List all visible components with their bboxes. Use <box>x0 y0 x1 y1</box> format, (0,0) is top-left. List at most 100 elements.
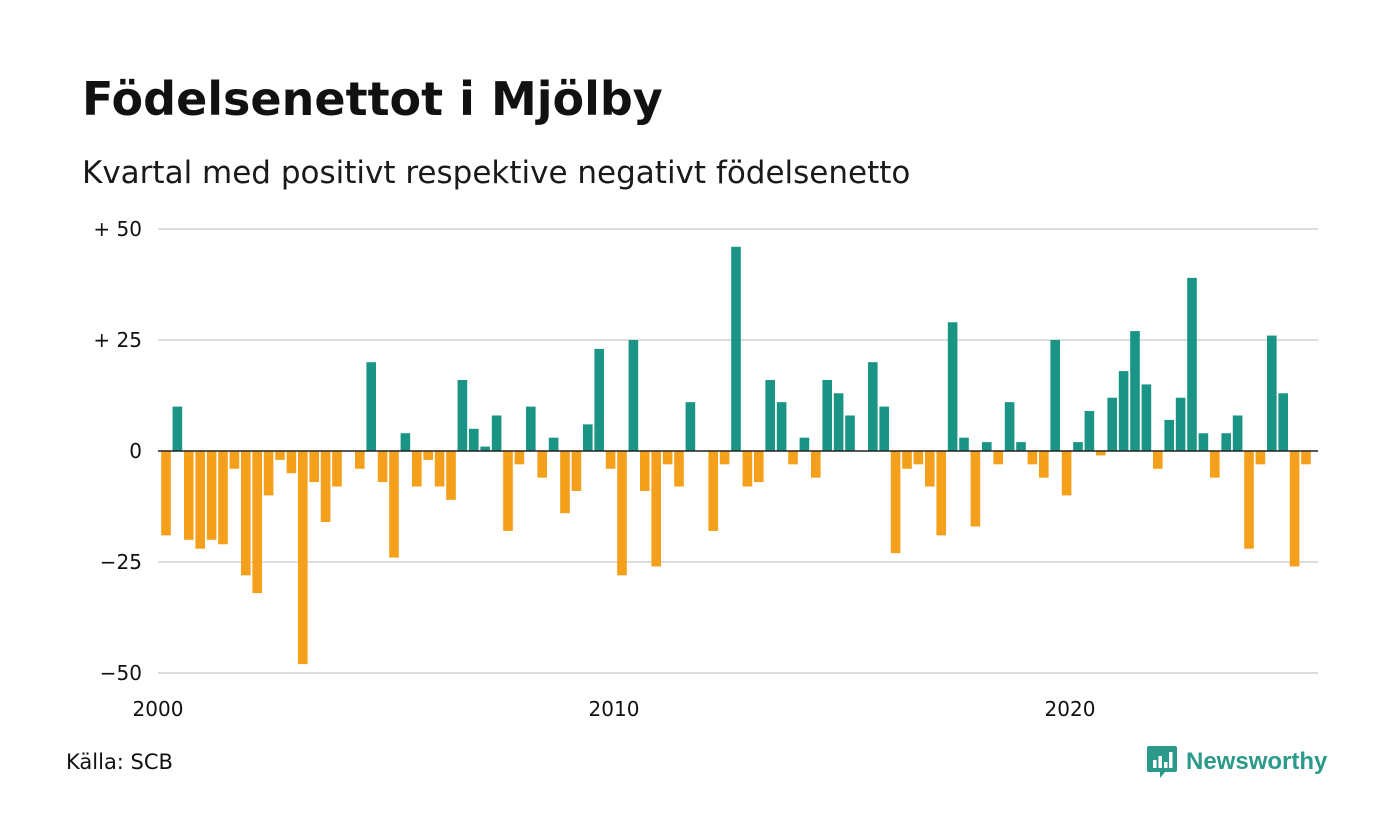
y-tick-label: + 25 <box>93 328 142 352</box>
y-tick-label: + 50 <box>93 217 142 241</box>
bar-negative <box>286 451 297 474</box>
bar-positive <box>1164 419 1174 451</box>
bar-negative <box>434 451 445 487</box>
axes: + 50 + 25 0 −25 −50 2000 2010 2020 <box>93 217 1318 721</box>
bar-negative <box>1289 451 1300 567</box>
bar-positive <box>366 362 376 451</box>
bar-negative <box>161 451 171 536</box>
bar-positive <box>548 437 559 451</box>
x-tick-label: 2000 <box>133 697 184 721</box>
bar-negative <box>1027 451 1038 465</box>
bar-negative <box>1039 451 1049 478</box>
bar-negative <box>1301 451 1311 465</box>
bar-positive <box>685 402 696 451</box>
bar-positive <box>845 415 855 451</box>
bar-positive <box>583 424 593 451</box>
bar-negative <box>617 451 627 576</box>
bar-negative <box>1244 451 1254 549</box>
bar-positive <box>1141 384 1152 451</box>
bar-positive <box>959 437 969 451</box>
bar-positive <box>731 246 741 451</box>
bar-negative <box>674 451 684 487</box>
bar-negative <box>184 451 194 540</box>
bar-positive <box>491 415 502 451</box>
bar-negative <box>218 451 228 545</box>
bar-negative <box>993 451 1003 465</box>
x-tick-label: 2020 <box>1045 697 1096 721</box>
bar-negative <box>1153 451 1163 469</box>
bar-positive <box>947 322 958 451</box>
bar-positive <box>1278 393 1288 451</box>
bar-negative <box>742 451 753 487</box>
bar-negative <box>275 451 285 460</box>
bar-negative <box>298 451 308 665</box>
bar-negative <box>514 451 525 465</box>
brand-name: Newsworthy <box>1186 748 1328 775</box>
bar-negative <box>1210 451 1220 478</box>
bar-negative <box>913 451 924 465</box>
bar-negative <box>355 451 365 469</box>
y-tick-label: −50 <box>100 661 142 685</box>
bar-negative <box>229 451 240 469</box>
bar-negative <box>1096 451 1106 456</box>
bar-positive <box>833 393 844 451</box>
bar-positive <box>172 406 183 451</box>
bar-negative <box>423 451 433 460</box>
bar-negative <box>309 451 319 483</box>
bar-positive <box>526 406 536 451</box>
chart-title: Födelsenettot i Mjölby <box>82 72 663 126</box>
source-note: Källa: SCB <box>66 750 173 774</box>
x-tick-label: 2010 <box>589 697 640 721</box>
bar-positive <box>469 428 479 451</box>
bar-negative <box>389 451 399 558</box>
bar-negative <box>708 451 718 531</box>
bar-negative <box>241 451 251 576</box>
bar-negative <box>811 451 821 478</box>
bar-negative <box>320 451 331 523</box>
bar-positive <box>1267 335 1277 451</box>
bar-positive <box>1016 442 1026 451</box>
bar-negative <box>206 451 217 540</box>
bar-negative <box>332 451 342 487</box>
bar-negative <box>902 451 912 469</box>
bar-positive <box>1130 331 1140 451</box>
bar-positive <box>1004 402 1015 451</box>
bar-positive <box>1232 415 1243 451</box>
bar-positive <box>480 446 490 451</box>
bar-positive <box>1084 411 1095 451</box>
bars <box>161 246 1311 665</box>
bar-positive <box>594 348 604 451</box>
bar-negative <box>605 451 616 469</box>
bar-negative <box>195 451 205 549</box>
bar-positive <box>628 340 639 451</box>
bar-negative <box>970 451 981 527</box>
bar-positive <box>1050 340 1060 451</box>
y-tick-label: −25 <box>100 550 142 574</box>
bar-negative <box>560 451 570 514</box>
bar-positive <box>822 379 832 451</box>
bar-negative <box>788 451 798 465</box>
bar-negative <box>503 451 513 531</box>
bar-positive <box>1175 397 1186 451</box>
bar-positive <box>1187 277 1197 451</box>
bar-negative <box>640 451 650 491</box>
bar-negative <box>890 451 901 554</box>
bar-negative <box>925 451 935 487</box>
bar-negative <box>252 451 262 594</box>
bar-negative <box>412 451 422 487</box>
bar-negative <box>1061 451 1072 496</box>
bar-negative <box>377 451 388 483</box>
brand-logo: Newsworthy <box>1146 744 1327 780</box>
bar-negative <box>719 451 730 465</box>
y-tick-label: 0 <box>129 439 142 463</box>
bar-positive <box>1221 433 1231 451</box>
bar-positive <box>868 362 878 451</box>
bar-negative <box>1255 451 1266 465</box>
bar-negative <box>936 451 946 536</box>
bar-negative <box>571 451 582 491</box>
bar-positive <box>457 379 468 451</box>
grid-lines <box>158 228 1318 674</box>
newsworthy-logo-icon <box>1147 746 1177 778</box>
bar-positive <box>1107 397 1117 451</box>
